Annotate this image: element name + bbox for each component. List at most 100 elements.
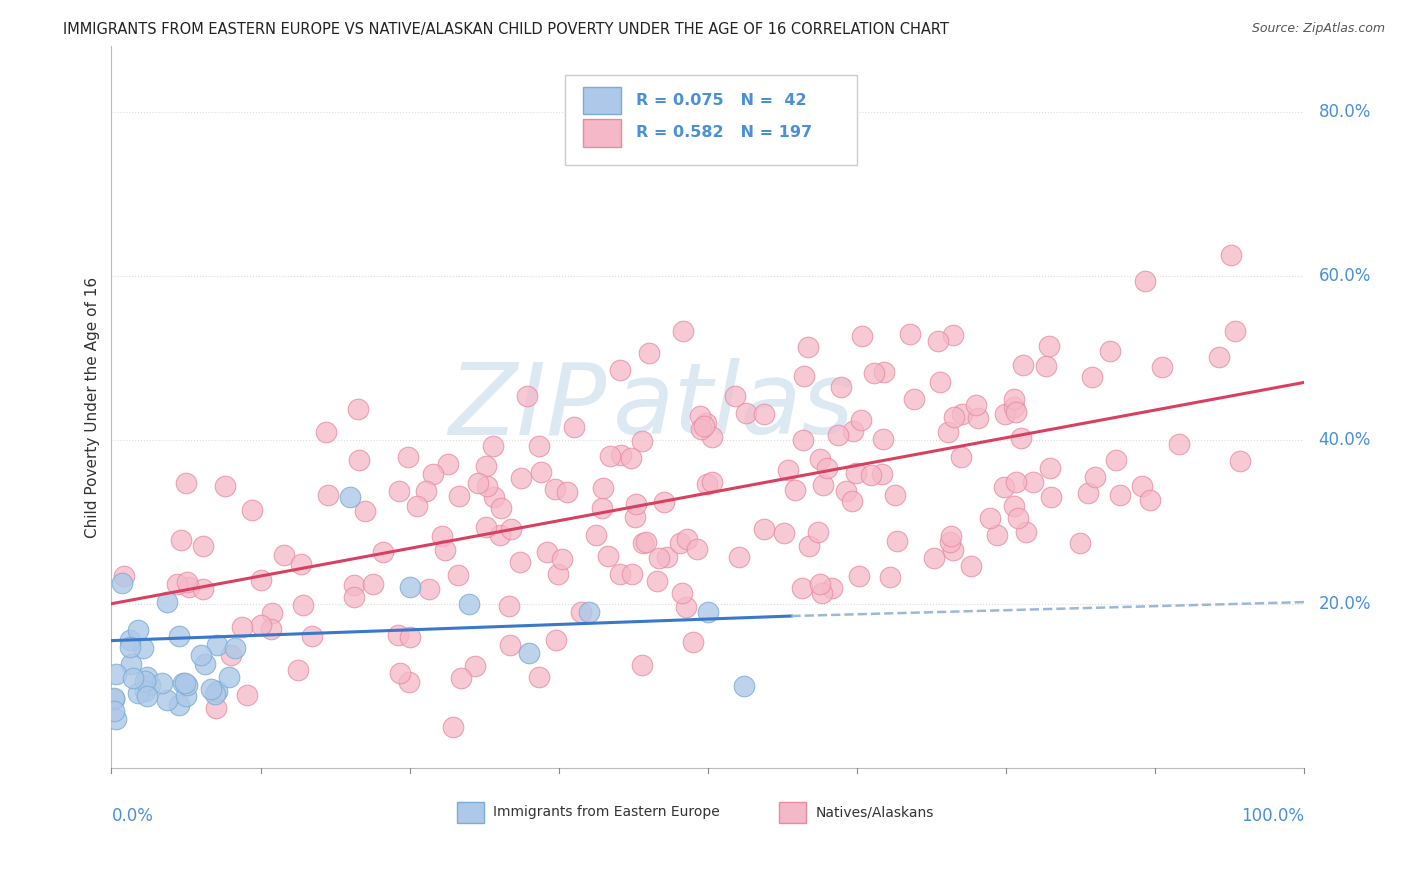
Point: [134, 673, 156, 688]
Point: [194, 657, 217, 672]
Point: [191, 582, 214, 596]
Text: atlas: atlas: [613, 359, 853, 456]
Point: [501, 522, 523, 536]
Text: 20.0%: 20.0%: [1319, 595, 1371, 613]
FancyBboxPatch shape: [565, 75, 858, 165]
Point: [240, 503, 263, 517]
Point: [1002, 499, 1025, 513]
Point: [841, 424, 863, 438]
Point: [103, 690, 125, 705]
Point: [571, 605, 593, 619]
Point: [1039, 490, 1062, 504]
Point: [676, 532, 699, 546]
Point: [342, 578, 364, 592]
Point: [498, 599, 520, 614]
Point: [174, 690, 197, 704]
Point: [1005, 405, 1028, 419]
Point: [811, 478, 834, 492]
Point: [301, 629, 323, 643]
Point: [527, 438, 550, 452]
Point: [860, 467, 883, 482]
Point: [936, 425, 959, 439]
Point: [1012, 359, 1035, 373]
Point: [668, 536, 690, 550]
Point: [734, 406, 756, 420]
Point: [347, 401, 370, 416]
Point: [112, 569, 135, 583]
Point: [347, 452, 370, 467]
Point: [193, 539, 215, 553]
Text: IMMIGRANTS FROM EASTERN EUROPE VS NATIVE/ALASKAN CHILD POVERTY UNDER THE AGE OF : IMMIGRANTS FROM EASTERN EUROPE VS NATIVE…: [63, 22, 949, 37]
Point: [994, 407, 1017, 421]
Point: [398, 580, 420, 594]
Point: [592, 481, 614, 495]
Point: [671, 585, 693, 599]
Point: [481, 439, 503, 453]
Text: R = 0.582   N = 197: R = 0.582 N = 197: [637, 125, 813, 140]
Point: [1084, 469, 1107, 483]
Point: [807, 525, 830, 540]
Point: [214, 478, 236, 492]
Point: [536, 545, 558, 559]
Point: [808, 451, 831, 466]
Text: 100.0%: 100.0%: [1241, 807, 1305, 825]
Point: [845, 467, 868, 481]
Text: ZIP: ZIP: [449, 359, 606, 456]
Point: [422, 467, 444, 481]
Point: [689, 409, 711, 424]
Point: [848, 569, 870, 583]
Point: [544, 633, 567, 648]
Point: [851, 413, 873, 427]
Point: [488, 528, 510, 542]
Point: [647, 574, 669, 588]
Point: [700, 430, 723, 444]
Point: [547, 566, 569, 581]
Point: [1077, 486, 1099, 500]
Point: [544, 482, 567, 496]
Point: [166, 577, 188, 591]
Point: [1208, 350, 1230, 364]
Point: [555, 485, 578, 500]
Point: [273, 548, 295, 562]
Point: [176, 678, 198, 692]
Point: [475, 459, 498, 474]
Point: [204, 687, 226, 701]
Point: [903, 392, 925, 407]
Point: [827, 428, 849, 442]
Point: [841, 493, 863, 508]
Point: [783, 483, 806, 497]
Point: [120, 640, 142, 655]
Point: [1039, 460, 1062, 475]
Point: [447, 568, 470, 582]
Point: [167, 629, 190, 643]
Point: [585, 528, 607, 542]
Text: 80.0%: 80.0%: [1319, 103, 1371, 120]
Point: [450, 671, 472, 685]
Point: [415, 483, 437, 498]
Point: [675, 599, 697, 614]
Point: [772, 525, 794, 540]
Text: 40.0%: 40.0%: [1319, 431, 1371, 449]
Point: [638, 346, 661, 360]
Point: [879, 570, 901, 584]
Point: [624, 497, 647, 511]
Point: [167, 698, 190, 712]
Bar: [779, 802, 806, 823]
Point: [993, 480, 1015, 494]
Point: [104, 667, 127, 681]
Point: [231, 620, 253, 634]
Point: [398, 675, 420, 690]
Point: [631, 535, 654, 549]
Point: [530, 465, 553, 479]
Point: [682, 635, 704, 649]
Point: [260, 607, 283, 621]
Point: [652, 495, 675, 509]
Point: [361, 577, 384, 591]
Point: [1005, 475, 1028, 489]
Point: [406, 499, 429, 513]
Point: [599, 449, 621, 463]
Point: [236, 688, 259, 702]
Point: [135, 690, 157, 704]
Point: [224, 640, 246, 655]
Point: [950, 407, 973, 421]
